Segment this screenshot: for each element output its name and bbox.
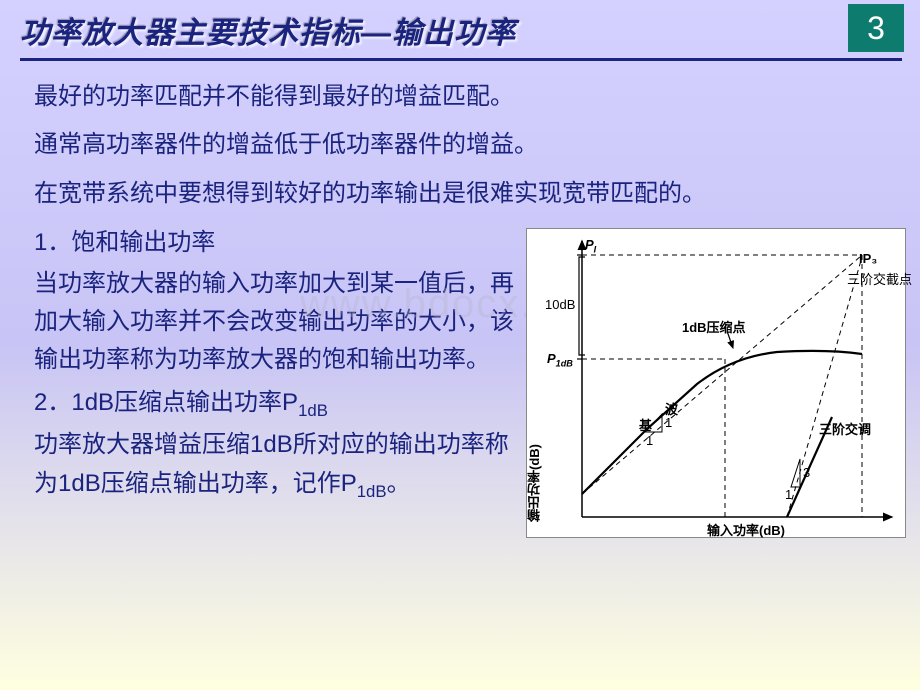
label-p1db: P1dB bbox=[547, 351, 573, 369]
section-2-body-a: 功率放大器增益压缩1dB所对应的输出功率称为1dB压缩点输出功率，记作P bbox=[34, 431, 509, 496]
section-2-body: 功率放大器增益压缩1dB所对应的输出功率称为1dB压缩点输出功率，记作P1dB。 bbox=[34, 426, 516, 505]
intro-block: 最好的功率匹配并不能得到最好的增益匹配。 通常高功率器件的增益低于低功率器件的增… bbox=[0, 69, 920, 216]
dash-fund-ext bbox=[582, 256, 861, 494]
label-fund-bot: 基 bbox=[639, 415, 652, 434]
output-power-chart: PI P1dB 10dB 1dB压缩点 IP₃ 三阶交截点 波 基 1 1 1 … bbox=[526, 228, 906, 538]
label-10db: 10dB bbox=[545, 297, 575, 312]
title-underline bbox=[20, 58, 902, 61]
label-slope-3: 3 bbox=[803, 465, 810, 480]
label-slope-1a: 1 bbox=[646, 433, 653, 448]
section-2-body-b: 。 bbox=[387, 470, 411, 497]
label-third-im: 三阶交调 bbox=[819, 419, 871, 438]
section-2-heading-text: 2．1dB压缩点输出功率P bbox=[34, 389, 298, 416]
label-x-axis: 输入功率(dB) bbox=[707, 520, 785, 539]
intro-line-2: 通常高功率器件的增益低于低功率器件的增益。 bbox=[34, 123, 896, 167]
section-1-heading: 1．饱和输出功率 bbox=[34, 224, 516, 262]
page-title: 功率放大器主要技术指标—输出功率 bbox=[20, 8, 848, 58]
section-2-heading-sub: 1dB bbox=[298, 401, 328, 420]
section-2-body-sub: 1dB bbox=[357, 482, 387, 501]
section-1-body: 当功率放大器的输入功率加大到某一值后，再加大输入功率并不会改变输出功率的大小，该… bbox=[34, 265, 516, 380]
slope-triangle-im3 bbox=[791, 459, 800, 487]
page-number-badge: 3 bbox=[848, 4, 904, 52]
label-y-axis: 输出功率(dB) bbox=[525, 444, 544, 522]
dash-im3-ext bbox=[787, 257, 862, 517]
body-text-column: 1．饱和输出功率 当功率放大器的输入功率加大到某一值后，再加大输入功率并不会改变… bbox=[34, 222, 516, 538]
label-pi: PI bbox=[585, 237, 596, 255]
intro-line-1: 最好的功率匹配并不能得到最好的增益匹配。 bbox=[34, 75, 896, 119]
section-2-heading: 2．1dB压缩点输出功率P1dB bbox=[34, 384, 516, 425]
label-ip3-sub: 三阶交截点 bbox=[847, 269, 912, 288]
label-slope-1b: 1 bbox=[665, 415, 672, 430]
intro-line-3: 在宽带系统中要想得到较好的功率输出是很难实现宽带匹配的。 bbox=[34, 172, 896, 216]
dashed-lines bbox=[582, 255, 862, 517]
label-slope-1c: 1 bbox=[785, 487, 792, 502]
label-compression-point: 1dB压缩点 bbox=[682, 317, 746, 336]
label-ip3: IP₃ bbox=[859, 251, 877, 266]
